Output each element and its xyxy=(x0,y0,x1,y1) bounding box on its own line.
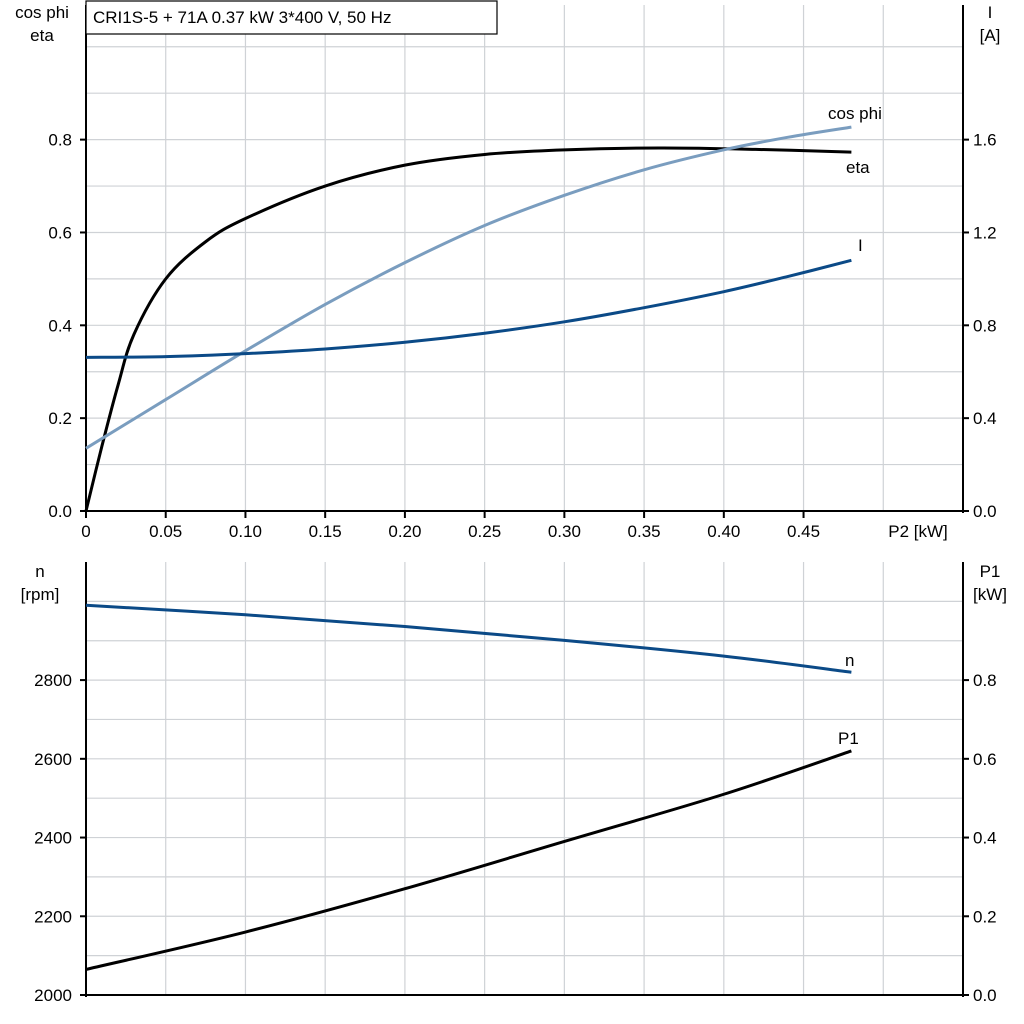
y-tick-label-left: 2400 xyxy=(34,829,72,848)
right-axis-label: [A] xyxy=(980,26,1001,45)
x-tick-label: 0.40 xyxy=(707,522,740,541)
x-tick-label: 0.20 xyxy=(388,522,421,541)
y-tick-label-right: 0.6 xyxy=(973,750,997,769)
series-label-n: n xyxy=(845,651,854,670)
x-tick-label: 0.25 xyxy=(468,522,501,541)
left-axis-label: eta xyxy=(30,26,54,45)
y-tick-label-right: 0.8 xyxy=(973,316,997,335)
series-line-I xyxy=(85,258,852,359)
y-tick-label-left: 2800 xyxy=(34,671,72,690)
y-tick-label-left: 2600 xyxy=(34,750,72,769)
x-tick-label: 0.15 xyxy=(309,522,342,541)
x-tick-label: 0.35 xyxy=(628,522,661,541)
y-tick-label-left: 2200 xyxy=(34,907,72,926)
x-tick-label: 0.10 xyxy=(229,522,262,541)
series-line-eta xyxy=(84,146,852,512)
series-line-P1 xyxy=(85,749,852,971)
title-box xyxy=(85,0,498,35)
series-label-cos-phi: cos phi xyxy=(828,104,882,123)
y-tick-label-right: 0.2 xyxy=(973,907,997,926)
bottom-plot: 2000 2200 2400 2600 2800 0.0 0.2 0.4 0.6 0.8 n [rpm… xyxy=(21,562,1007,1005)
y-tick-label-right: 0.4 xyxy=(973,409,997,428)
y-tick-label-left: 0.6 xyxy=(48,223,72,242)
x-tick-label: 0 xyxy=(81,522,90,541)
top-plot: 0.0 0.2 0.4 0.6 0.8 0.0 0.4 0.8 1.2 1.6 cos phi eta… xyxy=(15,3,1000,541)
series-label-P1: P1 xyxy=(838,729,859,748)
y-tick-label-left: 0.0 xyxy=(48,502,72,521)
y-tick-label-left: 0.4 xyxy=(48,316,72,335)
chart-title: CRI1S-5 + 71A 0.37 kW 3*400 V, 50 Hz xyxy=(93,8,391,27)
y-tick-label-right: 1.6 xyxy=(973,131,997,150)
y-tick-label-right: 0.0 xyxy=(973,986,997,1005)
y-tick-label-right: 0.0 xyxy=(973,502,997,521)
left-axis-label: n xyxy=(35,562,44,581)
left-axis-label: cos phi xyxy=(15,3,69,22)
x-tick-label: 0.30 xyxy=(548,522,581,541)
x-tick-label: 0.45 xyxy=(787,522,820,541)
series-label-eta: eta xyxy=(846,158,870,177)
y-tick-label-right: 0.4 xyxy=(973,829,997,848)
x-tick-label: 0.05 xyxy=(149,522,182,541)
y-tick-label-left: 0.8 xyxy=(48,131,72,150)
x-axis-label: P2 [kW] xyxy=(888,522,948,541)
y-tick-label-left: 0.2 xyxy=(48,409,72,428)
y-tick-label-right: 1.2 xyxy=(973,223,997,242)
series-line-n xyxy=(85,603,852,674)
series-label-I: I xyxy=(858,236,863,255)
y-tick-label-right: 0.8 xyxy=(973,671,997,690)
left-axis-label: [rpm] xyxy=(21,585,60,604)
right-axis-label: [kW] xyxy=(973,585,1007,604)
y-tick-label-left: 2000 xyxy=(34,986,72,1005)
right-axis-label: I xyxy=(988,3,993,22)
right-axis-label: P1 xyxy=(980,562,1001,581)
series-line-cos-phi xyxy=(85,125,852,450)
